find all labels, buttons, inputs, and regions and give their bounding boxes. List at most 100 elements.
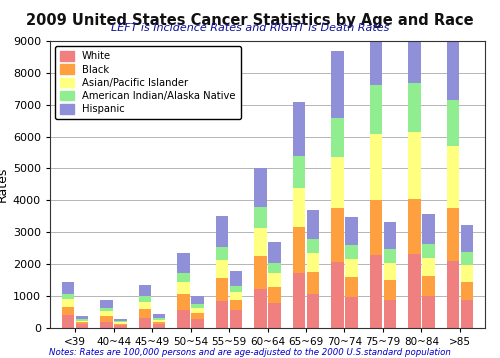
Bar — [62, 294, 74, 299]
Bar — [192, 313, 204, 319]
Bar — [331, 117, 344, 157]
Bar — [384, 263, 396, 280]
Bar — [177, 295, 190, 310]
Bar — [408, 199, 420, 255]
Bar — [62, 306, 74, 315]
Bar — [192, 304, 204, 308]
Bar — [114, 324, 127, 325]
Bar — [76, 316, 88, 319]
Bar — [230, 292, 242, 300]
Bar — [230, 310, 242, 328]
Bar — [292, 102, 305, 156]
Bar — [268, 286, 281, 303]
Bar — [192, 308, 204, 313]
Bar — [307, 294, 320, 328]
Bar — [408, 0, 420, 83]
Bar — [370, 85, 382, 134]
Bar — [384, 300, 396, 328]
Bar — [138, 318, 151, 328]
Bar — [100, 316, 112, 322]
Bar — [422, 296, 435, 328]
Bar — [460, 225, 473, 252]
Bar — [370, 0, 382, 85]
Bar — [384, 249, 396, 263]
Bar — [76, 320, 88, 322]
Y-axis label: Rates: Rates — [0, 167, 8, 202]
Bar — [138, 285, 151, 296]
Bar — [177, 310, 190, 328]
Bar — [138, 302, 151, 309]
Bar — [331, 262, 344, 328]
Bar — [62, 299, 74, 306]
Bar — [254, 256, 266, 289]
Bar — [177, 272, 190, 282]
Bar — [76, 319, 88, 320]
Bar — [192, 319, 204, 328]
Bar — [408, 83, 420, 132]
Bar — [254, 169, 266, 207]
Bar — [114, 323, 127, 324]
Bar — [460, 282, 473, 300]
Bar — [62, 282, 74, 294]
Bar — [446, 261, 459, 328]
Bar — [216, 216, 228, 247]
Bar — [114, 319, 127, 321]
Bar — [292, 274, 305, 328]
Bar — [384, 280, 396, 300]
Bar — [422, 214, 435, 243]
Bar — [268, 303, 281, 328]
Bar — [346, 277, 358, 297]
Bar — [114, 325, 127, 328]
Bar — [153, 322, 166, 324]
Bar — [292, 156, 305, 188]
Bar — [138, 296, 151, 302]
Bar — [100, 308, 112, 311]
Bar — [460, 265, 473, 282]
Bar — [153, 320, 166, 322]
Bar — [331, 208, 344, 262]
Bar — [230, 300, 242, 310]
Bar — [230, 271, 242, 286]
Bar — [100, 322, 112, 328]
Text: 2009 United States Cancer Statistics by Age and Race: 2009 United States Cancer Statistics by … — [26, 13, 474, 28]
Bar — [292, 227, 305, 274]
Bar — [307, 272, 320, 294]
Bar — [114, 321, 127, 323]
Bar — [346, 245, 358, 259]
Bar — [254, 289, 266, 328]
Bar — [307, 239, 320, 253]
Bar — [268, 263, 281, 273]
Bar — [370, 200, 382, 255]
Bar — [100, 300, 112, 308]
Bar — [268, 242, 281, 263]
Bar — [307, 210, 320, 239]
Bar — [192, 296, 204, 304]
Text: LEFT is Incidence Rates and RIGHT is Death Rates: LEFT is Incidence Rates and RIGHT is Dea… — [111, 23, 389, 33]
Bar — [216, 247, 228, 260]
Legend: White, Black, Asian/Pacific Islander, American Indian/Alaska Native, Hispanic: White, Black, Asian/Pacific Islander, Am… — [55, 46, 240, 119]
Bar — [76, 322, 88, 324]
Bar — [446, 100, 459, 146]
Bar — [216, 300, 228, 328]
Bar — [346, 259, 358, 277]
Bar — [216, 278, 228, 300]
Bar — [254, 207, 266, 228]
Bar — [268, 273, 281, 286]
Text: Notes: Rates are 100,000 persons and are age-adjusted to the 2000 U.S.standard p: Notes: Rates are 100,000 persons and are… — [49, 348, 451, 357]
Bar — [408, 132, 420, 199]
Bar — [446, 146, 459, 208]
Bar — [331, 51, 344, 117]
Bar — [446, 208, 459, 261]
Bar — [153, 324, 166, 328]
Bar — [254, 228, 266, 256]
Bar — [138, 309, 151, 318]
Bar — [408, 255, 420, 328]
Bar — [346, 297, 358, 328]
Bar — [153, 314, 166, 318]
Bar — [177, 282, 190, 295]
Bar — [331, 157, 344, 208]
Bar — [446, 27, 459, 100]
Bar — [76, 324, 88, 328]
Bar — [62, 315, 74, 328]
Bar — [216, 260, 228, 278]
